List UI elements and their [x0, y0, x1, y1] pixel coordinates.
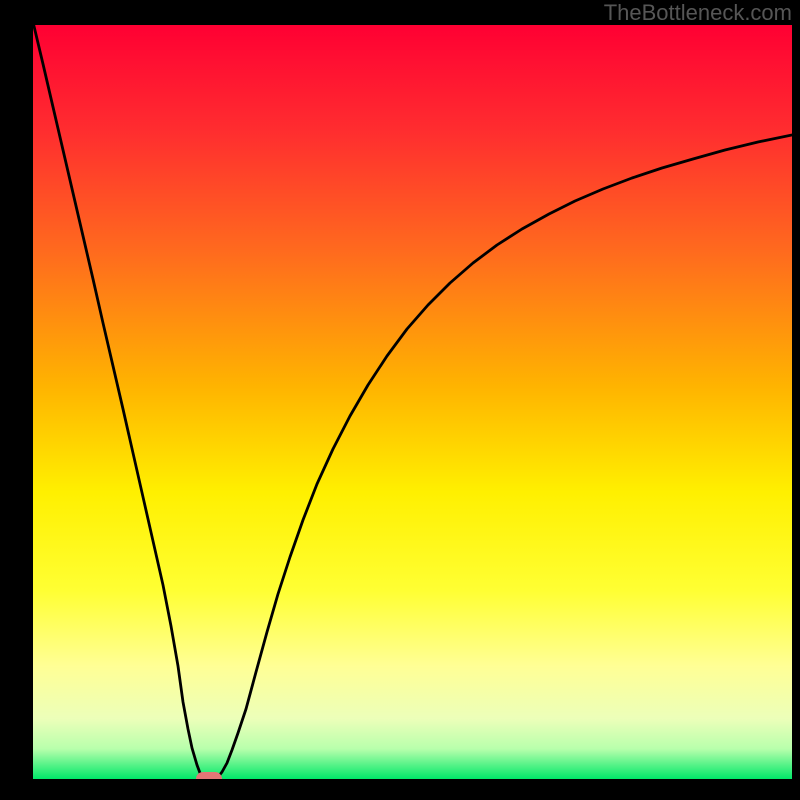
watermark-text: TheBottleneck.com — [604, 0, 792, 26]
curve-svg — [33, 25, 792, 779]
plot-area — [33, 25, 792, 779]
optimum-marker — [196, 772, 222, 779]
chart-container: TheBottleneck.com — [0, 0, 800, 800]
bottleneck-curve — [33, 25, 792, 779]
